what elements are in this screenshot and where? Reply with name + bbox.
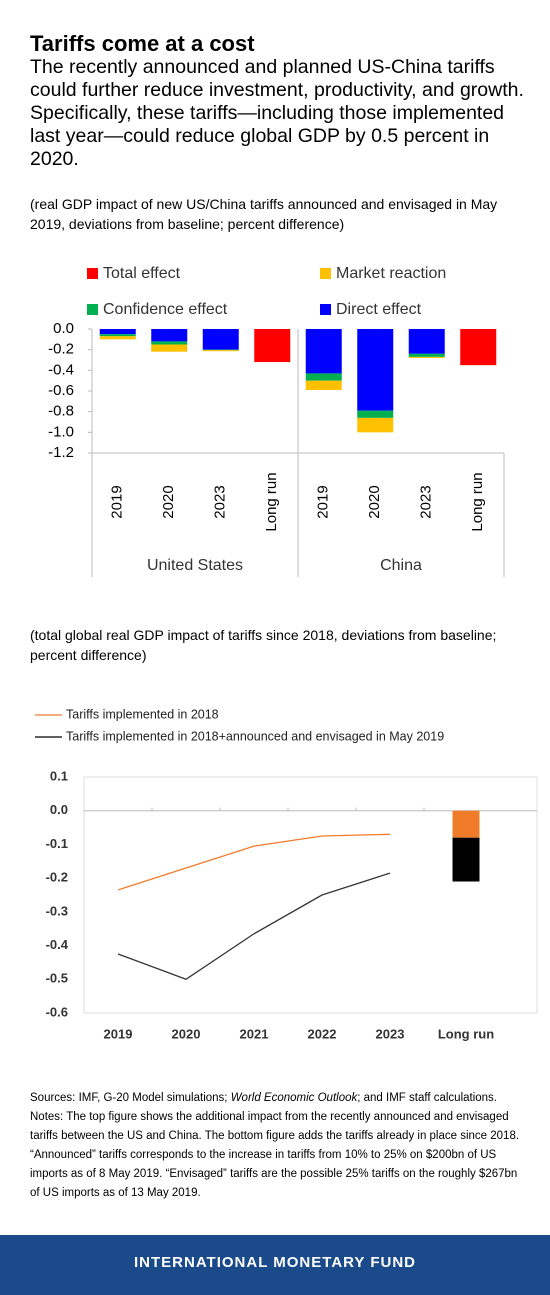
x-tick-label: Long run <box>438 1026 494 1041</box>
bar <box>305 380 342 390</box>
legend-swatch <box>87 304 98 315</box>
footer-band <box>0 1235 550 1295</box>
chart: Tariffs implemented in 2018 Tariffs imple… <box>35 707 538 1041</box>
x-tick-label: 2023 <box>418 485 435 518</box>
bar <box>202 350 239 352</box>
subtitle: The recently announced and planned US-Ch… <box>30 56 524 170</box>
bar <box>460 329 497 366</box>
bar <box>202 329 239 350</box>
x-tick-label: 2023 <box>212 485 229 518</box>
line <box>117 833 391 891</box>
y-tick-label: -0.1 <box>46 836 68 851</box>
y-tick-label: -0.2 <box>46 870 68 885</box>
bar <box>452 837 480 882</box>
y-tick-label: -0.3 <box>46 903 68 918</box>
bar <box>357 410 394 418</box>
sources: Sources: IMF, G-20 Model simulations; Wo… <box>30 1089 525 1108</box>
bar <box>357 417 394 433</box>
y-tick-label: 0.1 <box>50 768 68 783</box>
legend-label: Market reaction <box>336 265 446 282</box>
x-tick-label: 2020 <box>160 485 177 518</box>
bar <box>254 329 291 363</box>
y-tick-label: -1.2 <box>48 444 74 461</box>
y-tick-label: -0.5 <box>46 971 68 986</box>
x-tick-label: 2023 <box>376 1026 405 1041</box>
y-tick-label: -0.4 <box>46 937 69 952</box>
legend-swatch <box>87 268 98 279</box>
x-tick-label: 2019 <box>104 1026 133 1041</box>
chart: Total effect Market reaction Confidence ef… <box>48 265 505 577</box>
footer: INTERNATIONAL MONETARY FUND <box>134 1254 416 1271</box>
legend-label: Confidence effect <box>103 301 228 318</box>
y-tick-label: -0.6 <box>46 1004 68 1019</box>
sources-text: ; and IMF staff calculations. <box>357 1092 498 1104</box>
notes: Sources: IMF, G-20 Model simulations; Wo… <box>30 1089 525 1203</box>
bar <box>408 353 445 357</box>
y-tick-label: 0.0 <box>53 320 74 337</box>
x-tick-label: 2021 <box>240 1026 269 1041</box>
x-tick-label: 2019 <box>109 485 126 518</box>
bar <box>408 329 445 354</box>
y-tick-label: -1.0 <box>48 423 74 440</box>
y-tick-label: -0.2 <box>48 341 74 358</box>
bar <box>305 329 342 374</box>
bar <box>202 349 239 351</box>
bar <box>408 356 445 358</box>
plot-border <box>83 776 538 1014</box>
notes-text: Notes: The top figure shows the addition… <box>30 1111 520 1199</box>
x-tick-label: 2020 <box>172 1026 201 1041</box>
y-tick-label: 0.0 <box>50 802 68 817</box>
bar <box>151 341 188 345</box>
y-tick-label: -0.6 <box>48 382 74 399</box>
legend-label: Tariffs implemented in 2018 <box>66 707 219 721</box>
bar <box>452 810 480 838</box>
bar <box>99 329 136 335</box>
x-tick-label: 2020 <box>366 485 383 518</box>
group-label: China <box>380 557 422 574</box>
title: Tariffs come at a cost <box>30 31 255 56</box>
legend-label: Total effect <box>103 265 181 282</box>
legend-label: Tariffs implemented in 2018+announced an… <box>66 729 444 743</box>
y-tick-label: -0.4 <box>48 361 74 378</box>
legend-swatch <box>320 304 331 315</box>
bar <box>99 336 136 340</box>
bar <box>305 373 342 381</box>
bar <box>99 334 136 337</box>
group-label: United States <box>147 557 243 574</box>
line <box>117 872 391 981</box>
y-tick-label: -0.8 <box>48 403 74 420</box>
bar <box>151 344 188 352</box>
legend-swatch <box>320 268 331 279</box>
legend-label: Direct effect <box>336 301 422 318</box>
x-tick-label: Long run <box>469 472 486 531</box>
bar <box>151 329 188 342</box>
x-tick-label: 2019 <box>315 485 332 518</box>
x-tick-label: 2022 <box>308 1026 337 1041</box>
sources-text: Sources: IMF, G-20 Model simulations; <box>30 1092 231 1104</box>
bar <box>357 329 394 411</box>
chart-subtitle: (real GDP impact of new US/China tariffs… <box>30 196 498 232</box>
x-tick-label: Long run <box>263 472 280 531</box>
chart-subtitle: (total global real GDP impact of tariffs… <box>30 627 497 663</box>
sources-text: World Economic Outlook <box>230 1092 358 1104</box>
